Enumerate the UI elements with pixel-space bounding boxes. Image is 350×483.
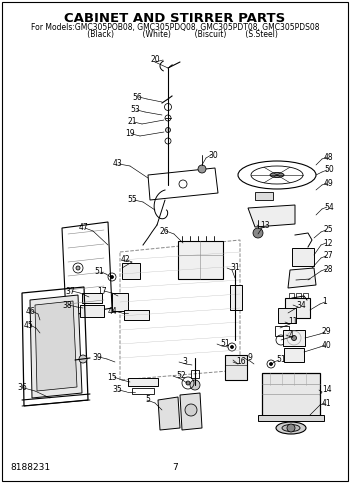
Text: 37: 37 <box>65 286 75 296</box>
Text: 21: 21 <box>127 117 137 127</box>
Bar <box>178 241 223 279</box>
Circle shape <box>76 266 80 270</box>
Text: 40: 40 <box>322 341 332 350</box>
Text: 56: 56 <box>132 93 142 101</box>
Text: 12: 12 <box>323 239 332 247</box>
Bar <box>303 293 308 298</box>
Text: (Black)            (White)          (Biscuit)        (S.Steel): (Black) (White) (Biscuit) (S.Steel) <box>72 30 278 39</box>
Bar <box>82 293 102 303</box>
Text: 39: 39 <box>92 353 102 361</box>
Circle shape <box>231 345 233 349</box>
Text: 36: 36 <box>17 384 27 393</box>
Text: 1: 1 <box>322 298 327 307</box>
Bar <box>289 293 294 298</box>
Text: 26: 26 <box>159 227 169 236</box>
Text: 16: 16 <box>236 357 246 367</box>
Circle shape <box>287 331 301 345</box>
Text: 55: 55 <box>127 196 137 204</box>
Circle shape <box>253 228 263 238</box>
Bar <box>230 285 242 310</box>
Text: 14: 14 <box>322 385 332 395</box>
Bar <box>132 388 154 394</box>
Circle shape <box>111 275 113 279</box>
Text: 42: 42 <box>120 256 130 265</box>
Bar <box>283 330 305 346</box>
Text: 4: 4 <box>289 330 294 340</box>
Bar <box>191 370 199 378</box>
Bar <box>278 308 296 323</box>
Circle shape <box>190 380 200 390</box>
Circle shape <box>186 381 190 385</box>
Bar <box>255 192 273 200</box>
Text: 19: 19 <box>125 129 135 139</box>
Text: For Models:GMC305POB08, GMC305PDQ08, GMC305PDT08, GMC305PDS08: For Models:GMC305POB08, GMC305PDQ08, GMC… <box>31 23 319 32</box>
Bar <box>284 348 304 362</box>
Text: 50: 50 <box>324 166 334 174</box>
Bar <box>112 293 128 311</box>
Circle shape <box>185 404 197 416</box>
Text: 44: 44 <box>107 307 117 315</box>
Text: 3: 3 <box>182 357 187 367</box>
Polygon shape <box>248 205 295 227</box>
Text: 20: 20 <box>150 56 160 65</box>
Text: 43: 43 <box>112 159 122 169</box>
Text: 31: 31 <box>230 264 240 272</box>
Circle shape <box>166 128 170 132</box>
Bar <box>225 355 247 380</box>
Text: 5: 5 <box>145 396 150 404</box>
Polygon shape <box>180 393 202 430</box>
Text: 51: 51 <box>94 268 104 276</box>
Ellipse shape <box>270 172 284 177</box>
Text: 13: 13 <box>260 221 270 229</box>
Bar <box>285 298 310 318</box>
Text: 48: 48 <box>324 153 334 161</box>
Text: 25: 25 <box>323 226 332 235</box>
Text: 15: 15 <box>107 372 117 382</box>
Bar <box>124 310 149 320</box>
Bar <box>262 373 320 419</box>
Text: 8188231: 8188231 <box>10 463 50 472</box>
Text: 53: 53 <box>130 105 140 114</box>
Polygon shape <box>30 295 82 398</box>
Text: 47: 47 <box>78 224 88 232</box>
Text: 35: 35 <box>112 385 122 395</box>
Ellipse shape <box>282 425 300 431</box>
Bar <box>292 248 314 266</box>
Bar <box>128 378 158 386</box>
Bar <box>122 263 140 279</box>
Text: 11: 11 <box>288 317 298 327</box>
Bar <box>258 415 324 421</box>
Text: 45: 45 <box>23 321 33 329</box>
Text: 7: 7 <box>172 463 178 472</box>
Text: CABINET AND STIRRER PARTS: CABINET AND STIRRER PARTS <box>64 12 286 25</box>
Ellipse shape <box>276 422 306 434</box>
Text: 28: 28 <box>323 265 332 273</box>
Text: 9: 9 <box>247 354 252 363</box>
Text: 29: 29 <box>322 327 332 337</box>
Circle shape <box>79 355 87 363</box>
Text: 54: 54 <box>324 202 334 212</box>
Text: 49: 49 <box>324 179 334 187</box>
Text: 34: 34 <box>296 300 306 310</box>
Bar <box>296 293 301 298</box>
Circle shape <box>198 165 206 173</box>
Bar <box>80 305 104 317</box>
Text: 41: 41 <box>322 398 332 408</box>
Bar <box>275 326 289 336</box>
Text: 46: 46 <box>25 307 35 315</box>
Text: 51: 51 <box>276 355 286 365</box>
Circle shape <box>270 363 273 366</box>
Text: 17: 17 <box>97 286 107 296</box>
Polygon shape <box>288 268 316 288</box>
Text: 52: 52 <box>176 371 186 381</box>
Text: 27: 27 <box>323 252 332 260</box>
Circle shape <box>292 336 296 341</box>
Polygon shape <box>158 397 180 430</box>
Circle shape <box>287 424 295 432</box>
Text: 38: 38 <box>62 300 72 310</box>
Text: 51: 51 <box>220 340 230 349</box>
Text: 30: 30 <box>208 151 218 159</box>
Polygon shape <box>35 301 77 391</box>
